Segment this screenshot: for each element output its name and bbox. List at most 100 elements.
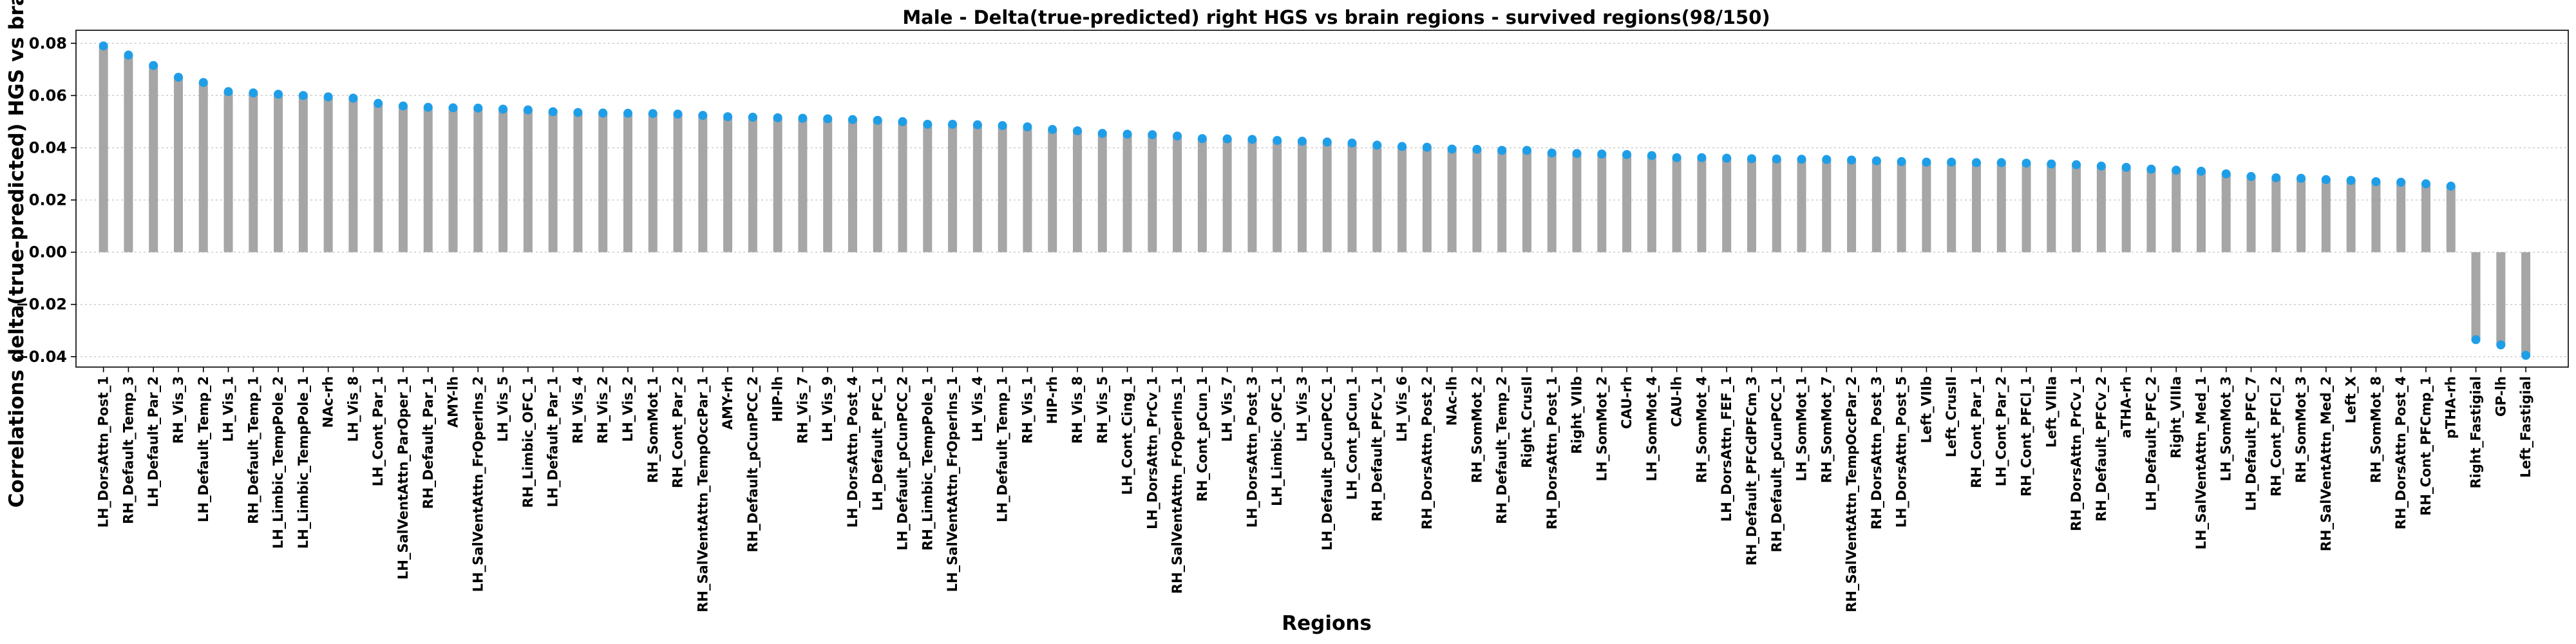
x-tick-label: LH_SalVentAttn_FrOperIns_2	[470, 376, 486, 592]
y-tick-label: −0.02	[16, 296, 67, 314]
lollipop-stem	[1597, 154, 1607, 252]
lollipop-stem	[498, 109, 508, 252]
lollipop-stem	[1647, 155, 1656, 252]
lollipop-markers	[99, 41, 2531, 360]
x-tick-label: Left_VIIIa	[2043, 376, 2059, 448]
data-point	[398, 101, 408, 111]
data-point	[1072, 126, 1082, 136]
x-tick-label: Left_Fastigial	[2518, 376, 2533, 478]
lollipop-stem	[2297, 178, 2306, 252]
x-tick-label: aTHA-rh	[2119, 376, 2134, 438]
x-tick-label: LH_DorsAttn_Post_3	[1244, 376, 1260, 527]
x-tick-label: HIP-lh	[770, 376, 786, 422]
lollipop-stem	[523, 109, 533, 252]
x-tick-label: RH_SomMot_3	[2293, 376, 2309, 483]
data-point	[274, 90, 283, 99]
y-tick-label: 0.02	[29, 191, 67, 209]
data-point	[2121, 162, 2131, 172]
y-tick-label: 0.00	[29, 243, 67, 261]
lollipop-stem	[1947, 162, 1956, 252]
data-point	[2221, 169, 2231, 178]
data-point	[1497, 146, 1507, 155]
y-tick-label: 0.06	[29, 86, 67, 104]
data-point	[2022, 158, 2031, 168]
x-tick-label: LH_Vis_9	[820, 376, 835, 442]
x-tick-label: LH_Default_PFC_7	[2244, 376, 2259, 511]
lollipop-stem	[2446, 186, 2456, 252]
x-tick-label: RH_Vis_5	[1095, 376, 1110, 444]
lollipop-stem	[2146, 169, 2156, 252]
lollipop-stem	[2196, 171, 2206, 252]
data-point	[1297, 137, 1307, 146]
data-point	[2246, 172, 2256, 182]
x-tick-label: RH_Default_Temp_2	[1494, 376, 1510, 524]
x-tick-label: RH_SomMot_7	[1819, 376, 1834, 483]
data-point	[2446, 182, 2456, 191]
data-point	[2471, 335, 2481, 345]
data-point	[1822, 155, 1832, 164]
data-point	[249, 88, 258, 98]
lollipop-stem	[1322, 142, 1332, 252]
lollipop-stem	[623, 113, 632, 252]
grid-lines	[76, 43, 2568, 357]
x-tick-label: LH_Cont_pCun_1	[1345, 376, 1360, 500]
lollipop-stem	[99, 46, 108, 252]
data-point	[2321, 175, 2331, 184]
x-tick-label: LH_Cont_Cing_1	[1120, 376, 1135, 495]
x-tick-label: LH_Default_PFC_1	[870, 376, 886, 511]
lollipop-stem	[398, 106, 408, 252]
lollipop-stem	[1472, 149, 1482, 252]
data-point	[948, 119, 958, 129]
x-tick-label: RH_Vis_2	[595, 376, 611, 444]
lollipop-stem	[1822, 159, 1832, 252]
lollipop-stem	[2321, 179, 2331, 252]
x-tick-label: RH_SomMot_1	[645, 376, 661, 483]
x-tick-label: Right_VIIb	[1569, 376, 1585, 454]
lollipop-stem	[1048, 129, 1057, 252]
lollipop-stem	[873, 120, 882, 252]
x-tick-label: LH_Vis_2	[620, 376, 636, 442]
data-point	[1871, 156, 1881, 166]
lollipop-stem	[198, 82, 208, 252]
lollipop-stem	[723, 117, 733, 252]
chart-title: Male - Delta(true-predicted) right HGS v…	[902, 6, 1770, 28]
x-tick-label: pTHA-rh	[2443, 376, 2459, 439]
data-point	[1897, 156, 1906, 166]
x-tick-label: RH_Vis_3	[171, 376, 186, 444]
x-tick-label: HIP-rh	[1045, 376, 1060, 424]
data-point	[1672, 153, 1681, 162]
lollipop-stem	[1273, 140, 1282, 252]
data-point	[523, 105, 533, 115]
data-point	[1197, 134, 1207, 144]
x-tick-label: RH_Cont_PFCl_1	[2019, 376, 2034, 497]
data-point	[1572, 149, 1582, 158]
x-tick-label: LH_SomMot_4	[1644, 376, 1660, 481]
data-point	[323, 92, 333, 102]
lollipop-stem	[2396, 182, 2406, 252]
lollipop-stem	[573, 112, 583, 252]
lollipop-stem	[923, 124, 933, 252]
data-point	[1622, 149, 1632, 159]
x-tick-label: Left_X	[2344, 376, 2359, 424]
data-point	[798, 113, 808, 123]
data-point	[723, 112, 733, 122]
y-tick-label: 0.08	[29, 34, 67, 52]
data-point	[698, 111, 708, 120]
lollipop-stem	[1897, 161, 1906, 252]
lollipop-stem	[2521, 252, 2531, 355]
data-point	[1097, 129, 1107, 138]
lollipop-stem	[1222, 138, 1232, 252]
data-point	[1347, 138, 1357, 148]
data-point	[1697, 153, 1707, 162]
lollipop-stem	[972, 124, 982, 252]
x-tick-label: LH_Default_pCunPCC_2	[895, 376, 911, 551]
lollipop-stem	[1871, 160, 1881, 252]
data-point	[1422, 142, 1432, 152]
lollipop-stem	[2346, 180, 2356, 252]
data-point	[2297, 173, 2306, 183]
data-point	[198, 78, 208, 88]
x-tick-label: LH_Default_pCunPCC_1	[1320, 376, 1335, 551]
lollipop-stems	[99, 46, 2531, 355]
x-tick-label: LH_DorsAttn_Post_4	[845, 376, 860, 527]
x-tick-label: RH_DorsAttn_Post_4	[2393, 376, 2409, 529]
